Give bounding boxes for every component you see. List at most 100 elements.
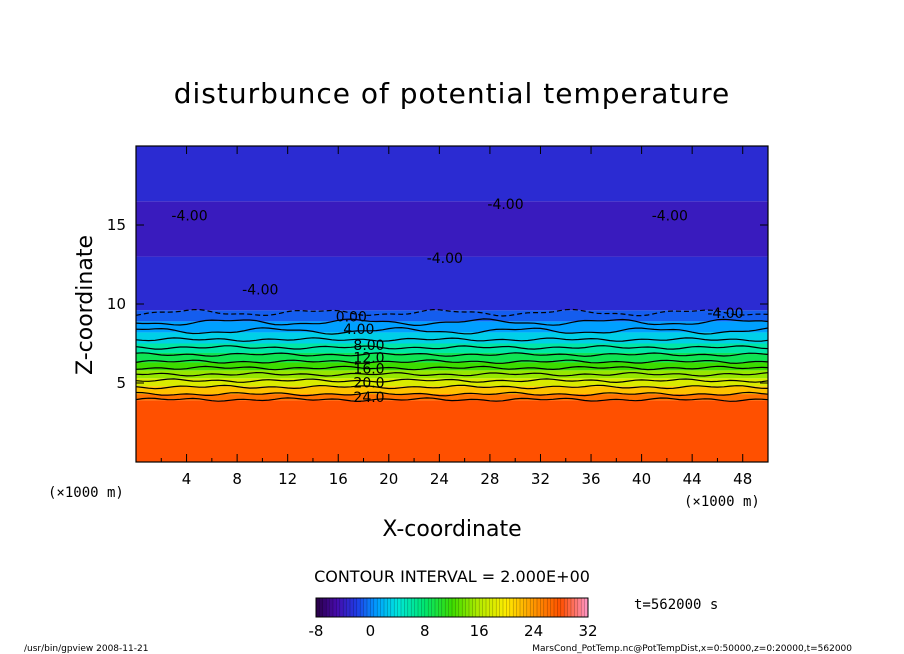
colorbar-cell — [435, 598, 439, 617]
colorbar-cell — [394, 598, 398, 617]
colorbar-cell — [397, 598, 402, 617]
contour-label: 16.0 — [353, 362, 384, 378]
colorbar: -8 0 8 16 24 32 — [309, 597, 598, 640]
colorbar-cell — [581, 598, 585, 617]
x-tick-label: 36 — [581, 470, 600, 488]
colorbar-cell — [560, 598, 565, 617]
colorbar-cell — [350, 598, 354, 617]
colorbar-cell — [567, 598, 572, 617]
colorbar-tick-label: 8 — [420, 622, 430, 640]
y-tick-label: 15 — [107, 216, 126, 234]
colorbar-cell — [523, 598, 528, 617]
colorbar-cell — [520, 598, 524, 617]
colorbar-cell — [571, 598, 575, 617]
footer-left: /usr/bin/gpview 2008-11-21 — [24, 644, 148, 654]
field-layer-7 — [136, 343, 768, 353]
colorbar-cell — [407, 598, 412, 617]
colorbar-cell — [424, 598, 429, 617]
contour-label: 24.0 — [353, 390, 384, 406]
colorbar-cell — [503, 598, 507, 617]
colorbar-cell — [360, 598, 364, 617]
contour-label: -4.00 — [707, 306, 743, 322]
colorbar-cell — [370, 598, 375, 617]
field-layer-2 — [136, 386, 768, 395]
contour-label: -4.00 — [487, 197, 523, 213]
colorbar-cell — [533, 598, 538, 617]
colorbar-cell — [329, 598, 334, 617]
colorbar-cell — [584, 598, 589, 617]
colorbar-cell — [479, 598, 483, 617]
contour-label: 12.0 — [353, 350, 384, 366]
colorbar-cell — [316, 598, 320, 617]
y-tick-label: 10 — [107, 295, 126, 313]
colorbar-cell — [441, 598, 446, 617]
colorbar-tick-label: 16 — [470, 622, 489, 640]
contour-line-12 — [136, 359, 768, 364]
colorbar-cell — [469, 598, 473, 617]
colorbar-frame — [315, 597, 589, 618]
colorbar-cell — [411, 598, 415, 617]
colorbar-cell — [353, 598, 358, 617]
colorbar-cell — [373, 598, 378, 617]
contour-label: -4.00 — [171, 208, 207, 224]
colorbar-cell — [384, 598, 388, 617]
contour-line-2 — [136, 318, 768, 327]
colorbar-cell — [326, 598, 330, 617]
field-layer-5 — [136, 362, 768, 371]
colorbar-tick-label: 32 — [578, 622, 597, 640]
contour-line-4 — [136, 326, 768, 335]
colorbar-cell — [390, 598, 395, 617]
colorbar-cell — [458, 598, 463, 617]
x-tick-label: 8 — [232, 470, 242, 488]
colorbar-cell — [455, 598, 460, 617]
field-layer-12 — [136, 201, 768, 257]
colorbar-cell — [482, 598, 487, 617]
x-tick-label: 40 — [632, 470, 651, 488]
contour-label: 8.00 — [353, 338, 384, 354]
contour-label: -4.00 — [242, 283, 278, 299]
x-tick-label: 28 — [480, 470, 499, 488]
colorbar-cell — [333, 598, 337, 617]
colorbar-cell — [526, 598, 531, 617]
colorbar-cell — [367, 598, 371, 617]
colorbar-cell — [530, 598, 534, 617]
y-axis-label: Z-coordinate — [73, 235, 98, 375]
x-tick-label: 48 — [733, 470, 752, 488]
contour-interval-text: CONTOUR INTERVAL = 2.000E+00 — [314, 567, 590, 586]
field-layer-6 — [136, 352, 768, 363]
colorbar-tick-label: 0 — [366, 622, 376, 640]
x-tick-label: 20 — [379, 470, 398, 488]
contour-label: 4.00 — [343, 322, 374, 338]
contour-line-22 — [136, 391, 768, 397]
colorbar-cell — [319, 598, 324, 617]
colorbar-cell — [346, 598, 351, 617]
x-tick-label: 44 — [683, 470, 702, 488]
colorbar-cell — [448, 598, 453, 617]
colorbar-cell — [428, 598, 432, 617]
colorbar-tick-label: -8 — [309, 622, 324, 640]
field-layer-3 — [136, 378, 768, 387]
colorbar-cell — [472, 598, 477, 617]
colorbar-cell — [452, 598, 456, 617]
colorbar-cell — [509, 598, 514, 617]
colorbar-cell — [492, 598, 497, 617]
colorbar-cell — [414, 598, 419, 617]
z-unit-label: (×1000 m) — [48, 485, 124, 501]
colorbar-cell — [475, 598, 480, 617]
field-layer-13 — [136, 146, 768, 202]
contour-label: -4.00 — [652, 208, 688, 224]
contour-line-0 — [136, 308, 768, 317]
contour-label: 20.0 — [353, 376, 384, 392]
field-layer-11 — [136, 256, 768, 311]
contour-line-10 — [136, 352, 768, 357]
colorbar-cell — [543, 598, 548, 617]
contour-line-6 — [136, 337, 768, 342]
colorbar-cell — [557, 598, 562, 617]
y-tick-label: 5 — [116, 374, 126, 392]
colorbar-cell — [513, 598, 517, 617]
x-tick-label: 4 — [182, 470, 192, 488]
contour-label: -4.00 — [427, 251, 463, 267]
contour-line-14 — [136, 365, 768, 371]
x-unit-label: (×1000 m) — [684, 494, 760, 510]
